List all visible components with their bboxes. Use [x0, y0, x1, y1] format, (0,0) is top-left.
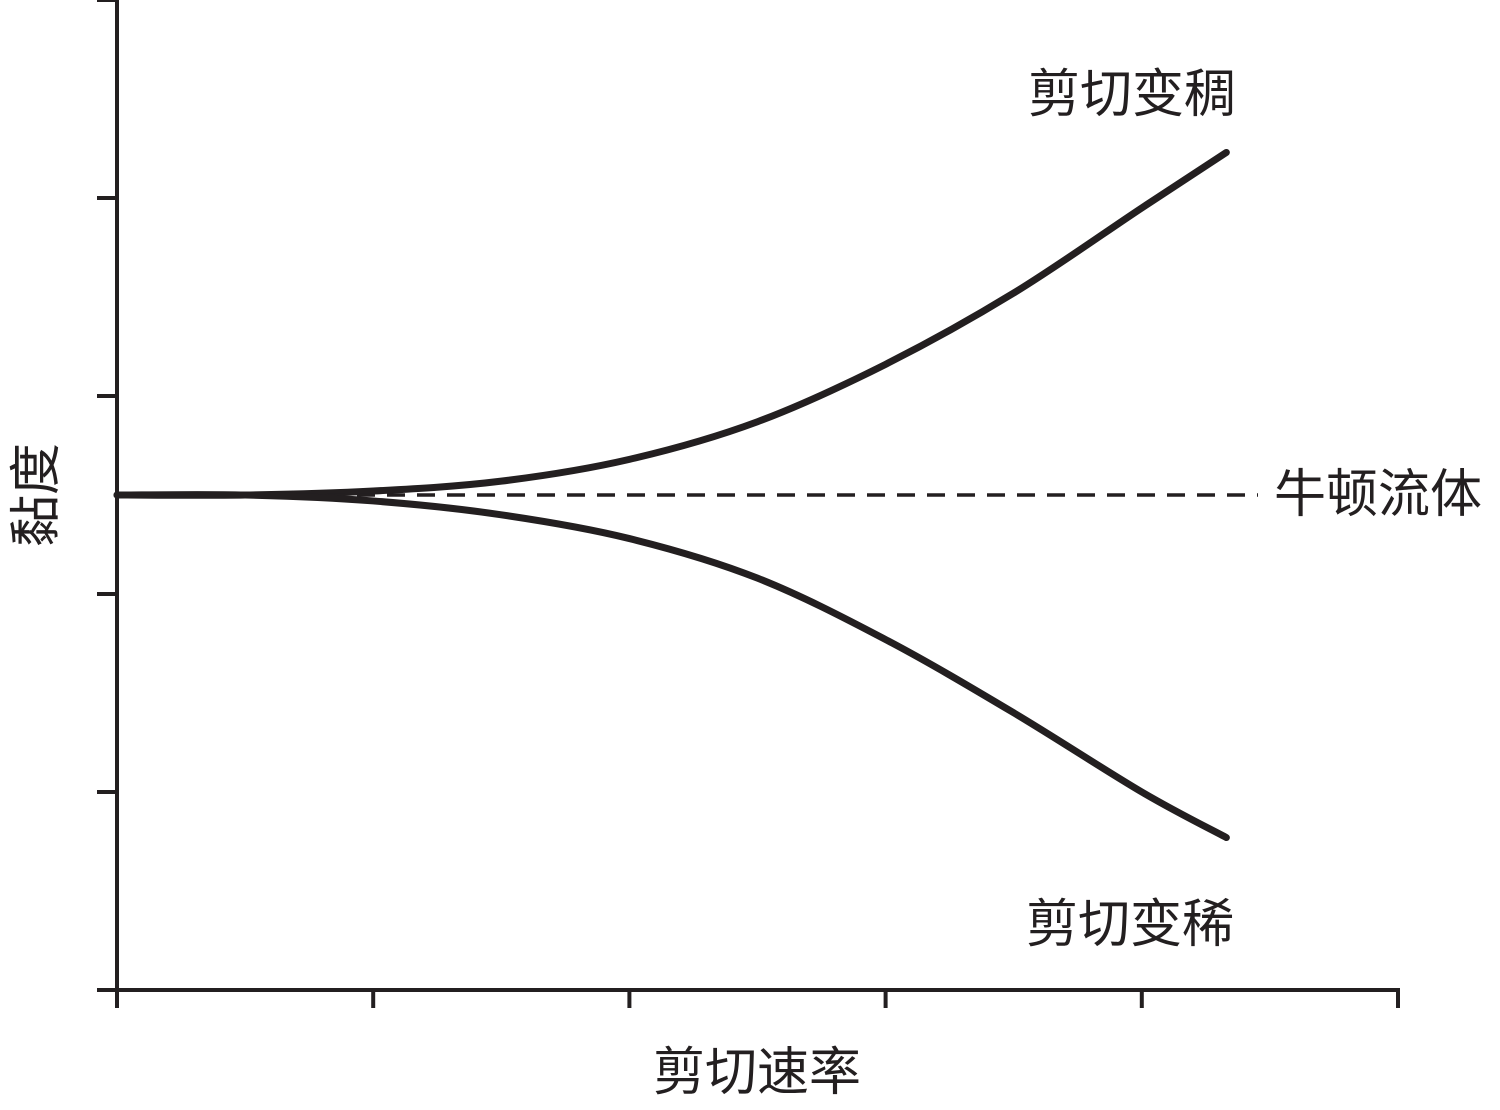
series-line-2: [113, 491, 1230, 842]
x-axis-label: 剪切速率: [653, 1043, 861, 1103]
series-line-0: [113, 148, 1230, 499]
annotation-shear-thickening: 剪切变稠: [1028, 65, 1236, 125]
axis-ticks: [97, 0, 1400, 1008]
y-axis-label: 黏度: [7, 443, 67, 547]
annotation-newtonian-fluid: 牛顿流体: [1274, 465, 1482, 525]
annotation-shear-thinning: 剪切变稀: [1026, 895, 1234, 955]
series-group: [113, 148, 1258, 842]
